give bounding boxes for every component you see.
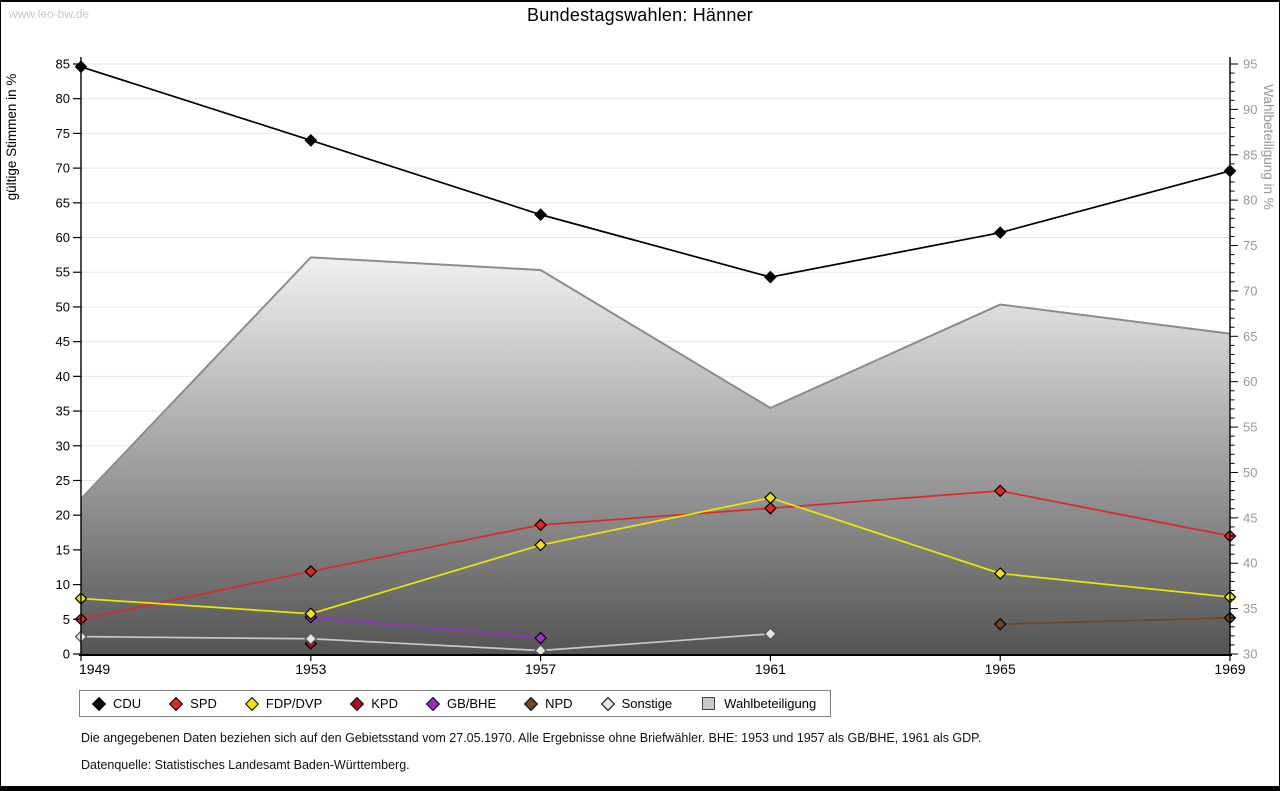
series-line-sonstige	[80, 633, 771, 652]
legend-item-npd: NPD	[524, 696, 573, 711]
data-point-cdu	[304, 134, 318, 147]
diamond-marker-icon	[244, 696, 259, 711]
diamond-marker-icon	[91, 696, 107, 711]
data-point-fdpdvp	[534, 538, 547, 552]
diamond-marker-icon	[600, 696, 615, 711]
page-title: Bundestagswahlen: Hänner	[527, 5, 753, 25]
series-line-npd	[1000, 617, 1231, 626]
left-tick-label: 5	[63, 612, 70, 627]
legend-item-sonstige: Sonstige	[600, 696, 673, 711]
data-point-cdu	[993, 226, 1007, 240]
left-tick-label: 30	[56, 438, 70, 453]
left-tick-label: 55	[56, 265, 70, 280]
diamond-marker-icon	[169, 696, 184, 711]
right-tick-label: 90	[1243, 102, 1257, 117]
data-point-spd	[764, 501, 777, 515]
legend-label: NPD	[545, 696, 573, 711]
right-tick-label: 75	[1243, 238, 1257, 253]
right-tick-label: 95	[1243, 57, 1257, 72]
right-tick-label: 85	[1243, 147, 1257, 162]
data-point-cdu	[764, 270, 777, 284]
data-point-spd	[304, 565, 318, 578]
legend-label: KPD	[371, 696, 398, 711]
legend-item-kpd: KPD	[350, 696, 398, 711]
left-tick-label: 65	[56, 195, 70, 210]
series-line-gbbhe	[310, 616, 541, 639]
data-point-spd	[534, 518, 547, 532]
right-tick-label: 50	[1243, 465, 1257, 480]
left-tick-label: 50	[56, 299, 70, 314]
legend-label: CDU	[113, 696, 142, 711]
legend-label: Sonstige	[621, 696, 673, 711]
diamond-marker-icon	[350, 696, 365, 711]
x-tick-label: 1965	[985, 661, 1016, 677]
site-watermark: www.leo-bw.de	[9, 7, 90, 21]
left-tick-label: 20	[56, 508, 70, 523]
election-chart: 0 5 10 15 20 25 30 35 40 45 50 55 60 65 70 75 80 85 30 35 40…	[4, 57, 1276, 678]
right-tick-label: 40	[1243, 556, 1257, 571]
series-line-spd	[80, 490, 1231, 621]
legend-item-wahlbeteiligung: Wahlbeteiligung	[702, 696, 816, 711]
chart-legend: CDU SPD FDP/DVP KPD GB/BHE NPD Sonstige Wahlbet…	[79, 690, 832, 717]
left-tick-label: 70	[56, 161, 70, 176]
footnote-datenquelle: Datenquelle: Statistisches Landesamt Bad…	[81, 758, 410, 772]
right-axis-title: Wahlbeteiligung in %	[1261, 84, 1276, 210]
legend-label: Wahlbeteiligung	[724, 696, 817, 711]
x-tick-label: 1969	[1214, 661, 1245, 677]
right-tick-label: 70	[1243, 283, 1257, 298]
data-point-fdpdvp	[764, 491, 777, 505]
data-point-sonstige	[764, 627, 777, 641]
series-line-fdpdvp	[80, 496, 1231, 615]
right-tick-label: 45	[1243, 510, 1257, 525]
data-point-gbbhe	[534, 631, 547, 645]
left-axis-title: gültige Stimmen in %	[4, 74, 19, 201]
left-tick-label: 80	[56, 91, 70, 106]
legend-label: SPD	[190, 696, 217, 711]
legend-label: GB/BHE	[446, 696, 497, 711]
right-tick-label: 80	[1243, 193, 1257, 208]
right-tick-label: 55	[1243, 420, 1257, 435]
diamond-marker-icon	[524, 696, 539, 711]
data-point-npd	[993, 617, 1007, 631]
series-line-cdu	[80, 65, 1231, 278]
left-tick-label: 0	[63, 647, 70, 662]
x-tick-label: 1961	[755, 661, 786, 677]
footnote-gebietsstand: Die angegebenen Daten beziehen sich auf …	[81, 731, 982, 745]
left-tick-label: 10	[56, 577, 70, 592]
left-tick-label: 40	[56, 369, 70, 384]
left-tick-label: 75	[56, 126, 70, 141]
x-tick-label: 1957	[525, 661, 556, 677]
data-point-sonstige	[304, 632, 318, 646]
right-tick-label: 65	[1243, 329, 1257, 344]
x-tick-label: 1953	[295, 661, 326, 677]
right-tick-label: 60	[1243, 374, 1257, 389]
legend-label: FDP/DVP	[265, 696, 323, 711]
wahlbeteiligung-swatch-icon	[702, 697, 716, 710]
left-tick-label: 15	[56, 542, 70, 557]
left-tick-label: 25	[56, 473, 70, 488]
right-tick-label: 35	[1243, 601, 1257, 616]
legend-item-fdpdvp: FDP/DVP	[244, 696, 323, 711]
x-tick-label: 1949	[79, 661, 110, 677]
right-tick-label: 30	[1243, 647, 1257, 662]
legend-item-spd: SPD	[169, 696, 217, 711]
diamond-marker-icon	[425, 696, 441, 711]
data-point-fdpdvp	[993, 567, 1007, 580]
left-tick-label: 45	[56, 334, 70, 349]
left-tick-label: 85	[56, 57, 70, 72]
wahlbeteiligung-edge	[80, 256, 1231, 500]
data-point-cdu	[534, 208, 547, 221]
left-tick-label: 60	[56, 230, 70, 245]
legend-item-gbbhe: GB/BHE	[425, 696, 497, 711]
data-point-fdpdvp	[304, 607, 318, 621]
legend-item-cdu: CDU	[91, 696, 142, 711]
data-point-spd	[993, 484, 1007, 498]
left-tick-label: 35	[56, 404, 70, 419]
